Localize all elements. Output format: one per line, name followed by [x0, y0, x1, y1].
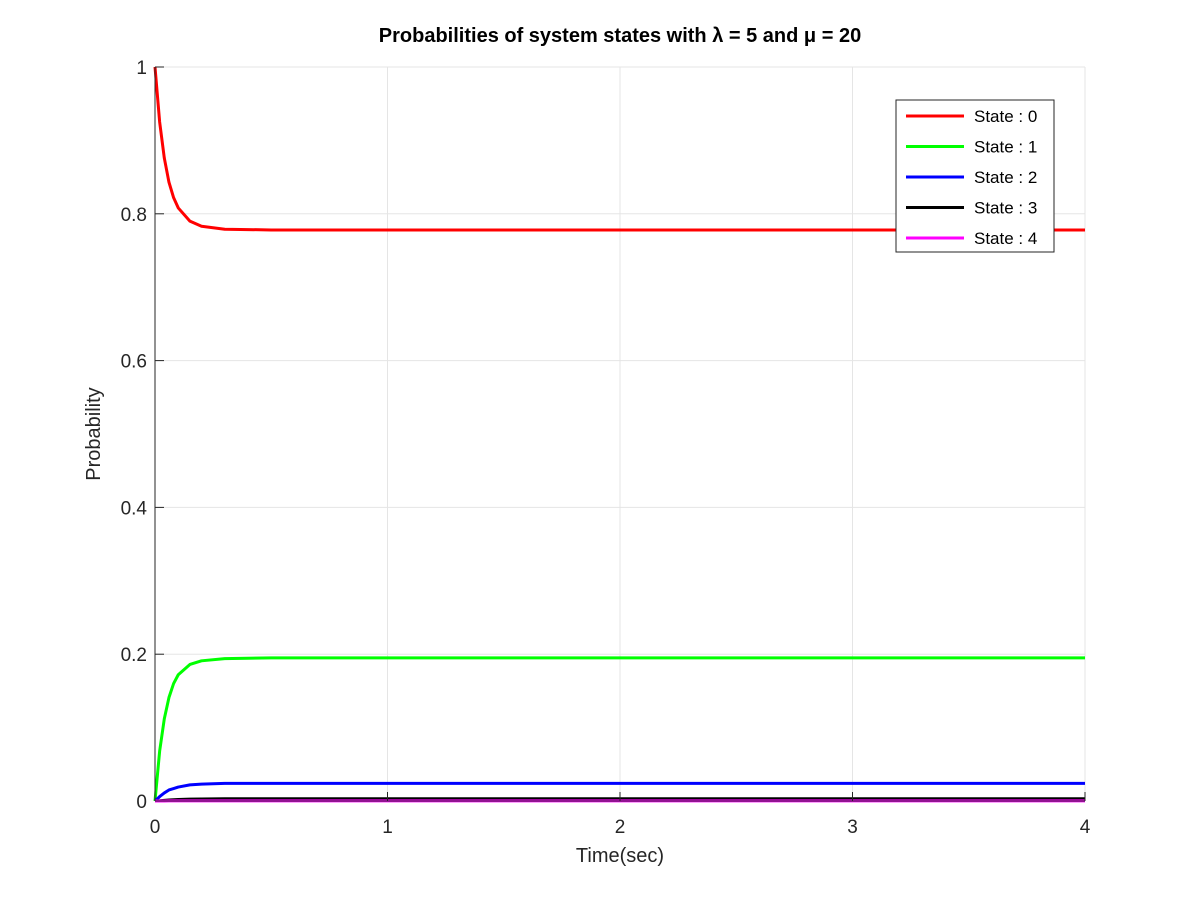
y-tick-label-4: 0.8	[121, 205, 147, 226]
x-tick-label-0: 0	[150, 817, 161, 838]
y-axis-label: Probability	[83, 387, 105, 480]
y-tick-label-1: 0.2	[121, 645, 147, 666]
legend-label-state-0: State : 0	[974, 107, 1037, 126]
legend-label-state-1: State : 1	[974, 138, 1037, 157]
y-tick-label-2: 0.4	[121, 498, 148, 519]
chart-title: Probabilities of system states with λ = …	[379, 25, 861, 47]
legend-label-state-4: State : 4	[974, 229, 1037, 248]
legend-label-state-3: State : 3	[974, 199, 1037, 218]
x-tick-label-3: 3	[847, 817, 858, 838]
y-tick-label-5: 1	[136, 58, 147, 79]
x-axis-label: Time(sec)	[576, 845, 664, 867]
x-tick-label-2: 2	[615, 817, 626, 838]
x-tick-label-1: 1	[382, 817, 393, 838]
x-tick-label-4: 4	[1080, 817, 1091, 838]
legend: State : 0 State : 1 State : 2 State : 3 Stat…	[896, 100, 1054, 252]
legend-label-state-2: State : 2	[974, 168, 1037, 187]
y-tick-label-3: 0.6	[121, 352, 147, 373]
y-tick-label-0: 0	[136, 792, 147, 813]
